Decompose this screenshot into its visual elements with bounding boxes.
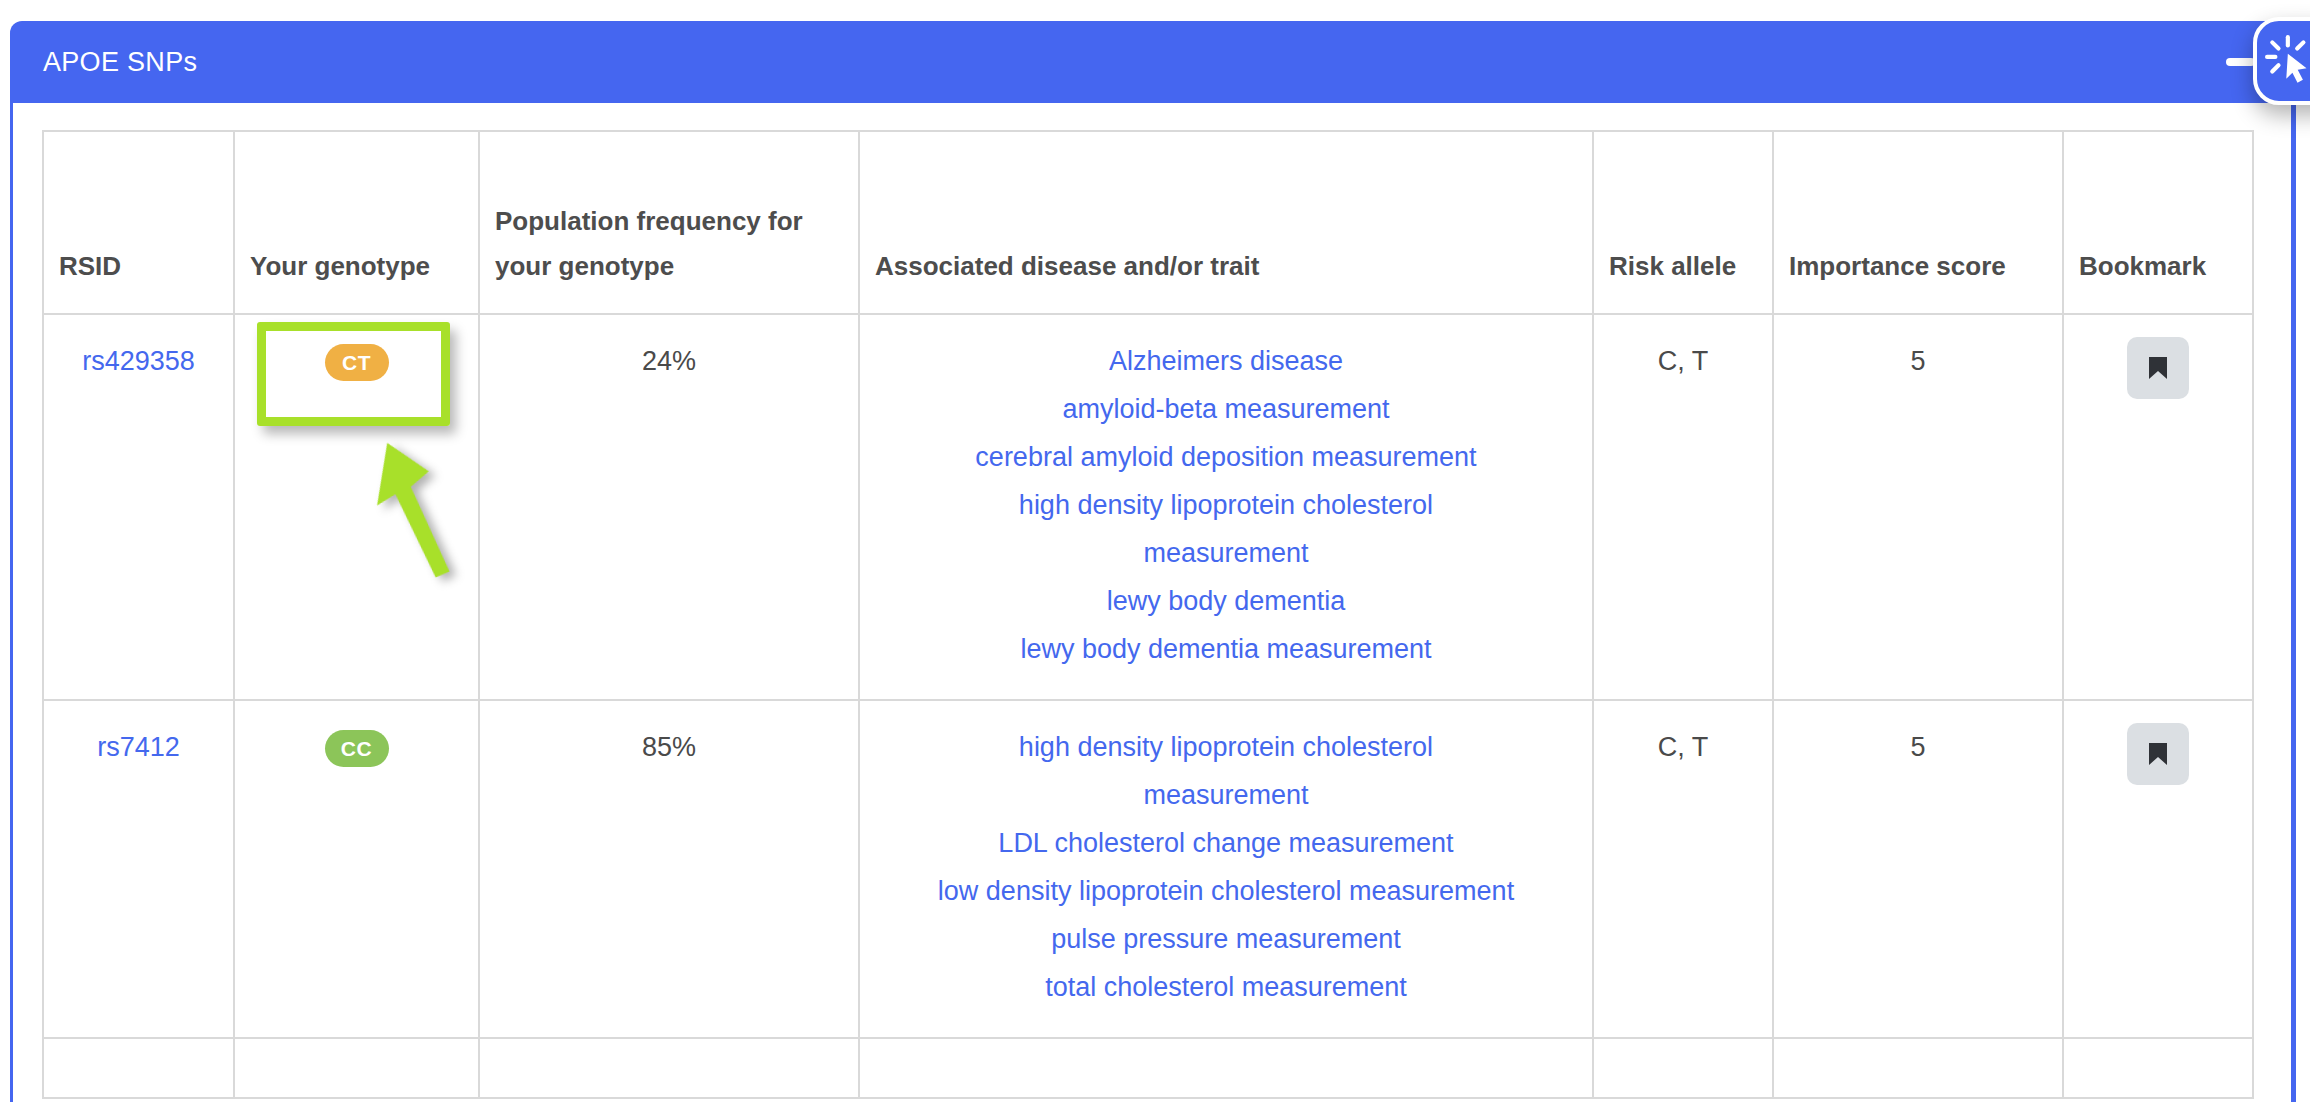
- cursor-click-icon: [2265, 33, 2310, 90]
- window-title: APOE SNPs: [43, 47, 197, 78]
- disease-link[interactable]: low density lipoprotein cholesterol meas…: [936, 867, 1516, 915]
- bookmark-cell: [2063, 314, 2253, 700]
- rsid-cell: rs429358: [43, 314, 234, 700]
- genotype-badge: CC: [325, 730, 389, 767]
- disease-link[interactable]: pulse pressure measurement: [936, 915, 1516, 963]
- importance-cell: [1773, 1038, 2063, 1098]
- column-header-frequency: Population frequency for your genotype: [479, 131, 859, 314]
- table-header-row: RSIDYour genotypePopulation frequency fo…: [43, 131, 2253, 314]
- genotype-cell: [234, 1038, 479, 1098]
- disease-link[interactable]: Alzheimers disease: [936, 337, 1516, 385]
- risk_allele-cell: [1593, 1038, 1773, 1098]
- disease-link[interactable]: lewy body dementia: [936, 577, 1516, 625]
- importance-cell: 5: [1773, 314, 2063, 700]
- frequency-cell: 85%: [479, 700, 859, 1038]
- frequency-cell: [479, 1038, 859, 1098]
- column-header-rsid: RSID: [43, 131, 234, 314]
- column-header-bookmark: Bookmark: [2063, 131, 2253, 314]
- rsid-link[interactable]: rs7412: [97, 732, 180, 762]
- genotype-badge: CT: [325, 344, 389, 381]
- cursor-click-button[interactable]: [2253, 17, 2310, 105]
- column-header-importance: Importance score: [1773, 131, 2063, 314]
- rsid-cell: [43, 1038, 234, 1098]
- disease-link[interactable]: high density lipoprotein cholesterol mea…: [936, 723, 1516, 819]
- table-row-rs7412: rs7412 CC 85% high density lipoprotein chol…: [43, 700, 2253, 1038]
- bookmark-button[interactable]: [2127, 723, 2189, 785]
- bookmark-button[interactable]: [2127, 337, 2189, 399]
- rsid-cell: rs7412: [43, 700, 234, 1038]
- column-header-genotype: Your genotype: [234, 131, 479, 314]
- bookmark-icon: [2148, 356, 2168, 380]
- diseases-cell: [859, 1038, 1593, 1098]
- window-titlebar: APOE SNPs: [10, 21, 2296, 103]
- importance-cell: 5: [1773, 700, 2063, 1038]
- risk-allele-cell: C, T: [1593, 700, 1773, 1038]
- minimize-button[interactable]: [2226, 58, 2255, 66]
- disease-link[interactable]: high density lipoprotein cholesterol mea…: [936, 481, 1516, 577]
- frequency-cell: 24%: [479, 314, 859, 700]
- rsid-link[interactable]: rs429358: [82, 346, 195, 376]
- disease-link[interactable]: amyloid-beta measurement: [936, 385, 1516, 433]
- snp-table: RSIDYour genotypePopulation frequency fo…: [42, 130, 2254, 1099]
- column-header-diseases: Associated disease and/or trait: [859, 131, 1593, 314]
- disease-link[interactable]: LDL cholesterol change measurement: [936, 819, 1516, 867]
- table-row-partial: [43, 1038, 2253, 1098]
- column-header-risk_allele: Risk allele: [1593, 131, 1773, 314]
- risk-allele-cell: C, T: [1593, 314, 1773, 700]
- window-body: RSIDYour genotypePopulation frequency fo…: [10, 103, 2296, 1102]
- disease-link[interactable]: total cholesterol measurement: [936, 963, 1516, 1011]
- disease-link[interactable]: cerebral amyloid deposition measurement: [936, 433, 1516, 481]
- table-row-rs429358: rs429358CT24%Alzheimers diseaseamyloid-b…: [43, 314, 2253, 700]
- diseases-cell: high density lipoprotein cholesterol mea…: [859, 700, 1593, 1038]
- bookmark-cell: [2063, 700, 2253, 1038]
- disease-link[interactable]: lewy body dementia measurement: [936, 625, 1516, 673]
- genotype-cell: CT: [234, 314, 479, 700]
- bookmark-cell: [2063, 1038, 2253, 1098]
- bookmark-icon: [2148, 742, 2168, 766]
- diseases-cell: Alzheimers diseaseamyloid-beta measureme…: [859, 314, 1593, 700]
- genotype-cell: CC: [234, 700, 479, 1038]
